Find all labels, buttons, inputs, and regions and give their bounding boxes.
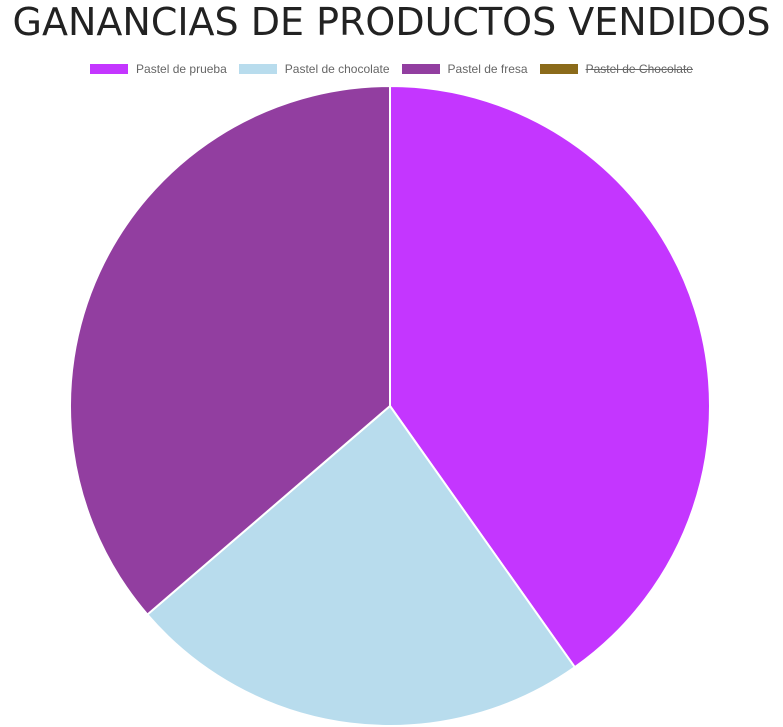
pie-chart bbox=[0, 0, 783, 727]
